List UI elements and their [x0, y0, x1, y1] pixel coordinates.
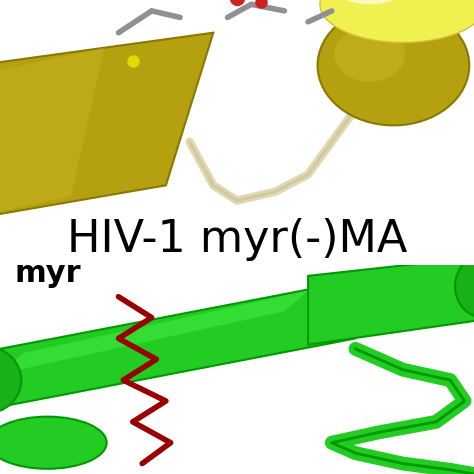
Polygon shape [308, 255, 474, 345]
Polygon shape [0, 276, 379, 411]
Polygon shape [0, 291, 308, 374]
Ellipse shape [341, 0, 398, 4]
Ellipse shape [0, 347, 21, 413]
Ellipse shape [318, 5, 469, 126]
Ellipse shape [334, 27, 405, 82]
Ellipse shape [320, 0, 474, 43]
Polygon shape [0, 33, 213, 218]
Ellipse shape [455, 255, 474, 318]
Polygon shape [0, 48, 104, 211]
Text: myr: myr [14, 259, 81, 288]
Text: HIV-1 myr(-)MA: HIV-1 myr(-)MA [67, 218, 407, 261]
Ellipse shape [0, 417, 107, 469]
